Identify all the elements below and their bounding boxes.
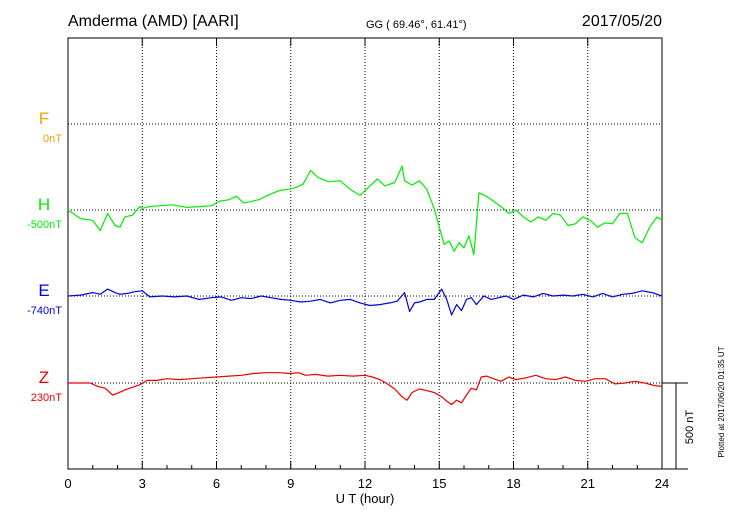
x-tick-label: 3 <box>139 476 146 491</box>
x-tick-label: 18 <box>506 476 520 491</box>
series-z-trace <box>68 372 663 406</box>
x-tick-label: 24 <box>655 476 669 491</box>
x-tick-label: 0 <box>64 476 71 491</box>
plotted-timestamp: Plotted at 2017/06/20 01:35 UT <box>717 346 726 457</box>
component-label-e: E <box>38 281 49 300</box>
component-labels: F 0nT H -500nT E -740nT Z 230nT <box>27 109 62 404</box>
x-axis-label: U T (hour) <box>336 491 395 506</box>
baseline-label-e: -740nT <box>27 305 62 317</box>
grid <box>68 38 662 469</box>
series-e-trace <box>67 288 663 316</box>
baseline-label-z: 230nT <box>31 392 62 404</box>
baseline-label-f: 0nT <box>43 133 62 145</box>
chart-title: Amderma (AMD) [AARI] <box>68 13 239 30</box>
chart-date: 2017/05/20 <box>582 13 662 30</box>
component-label-h: H <box>38 195 50 214</box>
x-tick-label: 21 <box>581 476 595 491</box>
series-h-trace <box>67 165 663 256</box>
x-axis-ticks: 0 3 6 9 12 15 18 21 24 <box>64 38 669 491</box>
x-tick-label: 15 <box>432 476 446 491</box>
component-label-z: Z <box>39 368 49 387</box>
station-coordinates: GG ( 69.46°, 61.41°) <box>366 19 467 31</box>
component-label-f: F <box>39 109 49 128</box>
series-group <box>67 165 663 406</box>
baseline-label-h: -500nT <box>27 219 62 231</box>
x-tick-label: 12 <box>358 476 372 491</box>
scale-bar: 500 nT <box>662 382 696 470</box>
x-tick-label: 9 <box>287 476 294 491</box>
scale-bar-label: 500 nT <box>684 410 696 445</box>
x-tick-label: 6 <box>213 476 220 491</box>
